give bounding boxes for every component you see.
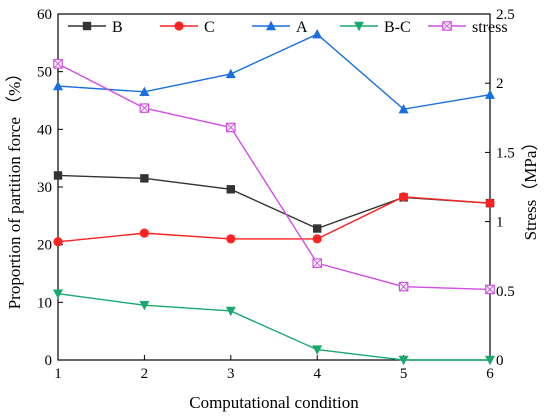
data-point-stress (53, 59, 63, 69)
left-y-tick-label: 10 (37, 295, 52, 311)
data-point-b-c (485, 355, 495, 366)
data-point-b-c (312, 345, 323, 355)
left-y-tick-label: 50 (37, 65, 52, 81)
legend-label: B (112, 19, 123, 36)
legend-marker (354, 21, 364, 32)
right-y-axis-ticks: 0 0.5 1 1.5 2 2.5 (485, 7, 515, 369)
legend-marker (442, 21, 452, 31)
x-tick-label: 1 (54, 366, 62, 382)
data-point-b (53, 171, 63, 180)
x-tick-label: 4 (313, 366, 321, 382)
data-point-a (398, 103, 409, 114)
x-axis-ticks: 1 2 3 4 5 6 (54, 355, 494, 382)
data-point-b (140, 174, 149, 183)
data-point-a (225, 68, 236, 79)
data-point-c (53, 237, 63, 247)
data-point-b-c (53, 289, 63, 299)
series-line-a (57, 33, 491, 110)
series-line-stress (57, 63, 491, 291)
left-y-tick-label: 0 (45, 353, 53, 369)
left-y-tick-label: 30 (37, 180, 52, 196)
data-point-b-c (398, 355, 409, 366)
series-line-c (57, 196, 491, 243)
left-y-tick-label: 20 (37, 238, 52, 254)
legend-marker (266, 20, 276, 31)
legend-item-stress: stress (428, 19, 508, 36)
legend-marker (174, 21, 184, 31)
data-point-a (53, 80, 63, 91)
plot-area-border (57, 13, 491, 361)
legend-item-b-c: B-C (340, 19, 411, 36)
left-y-axis-title: Proportion of partition force （%） (5, 65, 24, 310)
left-y-tick-label: 60 (37, 7, 52, 23)
data-point-b-c (225, 306, 236, 317)
x-axis-title: Computational condition (189, 393, 359, 412)
legend-item-a: A (252, 19, 308, 36)
right-y-tick-label: 0 (496, 353, 504, 369)
data-point-b-c (139, 301, 150, 311)
x-tick-label: 6 (486, 366, 494, 382)
data-point-a (139, 86, 150, 97)
x-tick-label: 3 (227, 366, 235, 382)
data-point-stress (398, 281, 409, 292)
legend-item-b: B (68, 19, 123, 36)
right-y-tick-label: 2.5 (496, 7, 515, 23)
right-y-tick-label: 2 (496, 76, 504, 92)
data-point-stress (226, 122, 236, 133)
legend-label: A (296, 19, 308, 36)
legend-label: stress (472, 19, 508, 36)
data-point-b (226, 185, 235, 194)
data-point-stress (485, 284, 495, 295)
right-y-tick-label: 1.5 (496, 145, 515, 161)
series-a (53, 28, 495, 114)
left-y-axis-ticks: 0 10 20 30 40 50 60 (37, 7, 63, 369)
series-b-c (53, 289, 495, 366)
series-line-b (57, 174, 491, 230)
series-layer (53, 28, 495, 366)
legend-label: C (204, 19, 215, 36)
data-point-a (312, 28, 323, 39)
series-b (53, 171, 495, 233)
series-c (53, 192, 495, 247)
data-point-a (485, 89, 495, 99)
legend: B C A B-C stress (68, 19, 508, 36)
plot-frame (57, 13, 491, 361)
left-y-tick-label: 40 (37, 122, 52, 138)
data-point-stress (139, 103, 150, 113)
data-point-b (313, 224, 322, 233)
right-y-tick-label: 0.5 (496, 284, 515, 300)
data-point-c (485, 198, 495, 208)
series-line-b-c (57, 292, 490, 361)
right-y-tick-label: 1 (496, 215, 504, 231)
x-tick-label: 2 (141, 366, 149, 382)
data-point-c (226, 234, 236, 244)
data-point-stress (312, 258, 322, 268)
legend-item-c: C (160, 19, 215, 36)
right-y-axis-title: Stress（MPa） (521, 134, 540, 241)
data-point-c (312, 234, 322, 244)
x-tick-label: 5 (400, 366, 408, 382)
series-stress (53, 59, 495, 295)
legend-marker (82, 21, 92, 31)
legend-label: B-C (384, 19, 411, 36)
data-point-c (139, 228, 149, 238)
data-point-c (399, 192, 409, 202)
